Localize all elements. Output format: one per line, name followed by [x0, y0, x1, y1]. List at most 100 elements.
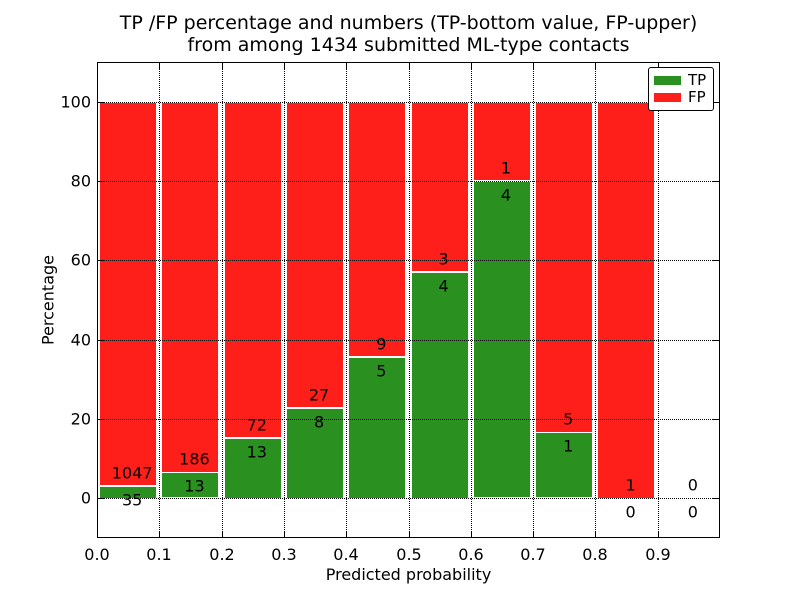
x-tick-top: [533, 63, 534, 69]
x-tick-label: 0.3: [271, 545, 297, 564]
y-tick-right: [713, 181, 719, 182]
fp-bar-segment: [286, 102, 344, 408]
y-tick: [98, 498, 104, 499]
tp-count-label: 8: [313, 412, 325, 432]
x-tick-top: [222, 63, 223, 69]
fp-count-label: 1: [500, 158, 512, 178]
chart-title: TP /FP percentage and numbers (TP-bottom…: [97, 12, 720, 56]
y-tick: [98, 102, 104, 103]
fp-bar-segment: [597, 102, 655, 499]
y-gridline: [98, 498, 719, 499]
tp-bar-segment: [411, 272, 469, 499]
y-tick-label: 100: [60, 92, 91, 112]
fp-count-label: 3: [438, 249, 449, 269]
y-tick-right: [713, 419, 719, 420]
tp-bar-segment: [161, 472, 219, 498]
x-tick: [533, 531, 534, 537]
y-tick: [98, 181, 104, 182]
fp-count-label: 27: [308, 385, 330, 405]
y-tick-label: 60: [70, 250, 91, 270]
fp-bar-segment: [224, 102, 282, 438]
legend-swatch-tp: [654, 75, 681, 85]
fp-count-label: 0: [687, 475, 698, 495]
tp-count-label: 0: [687, 502, 698, 522]
y-tick: [98, 260, 104, 261]
x-tick-label: 0.1: [146, 545, 172, 564]
chart-title-line2: from among 1434 submitted ML-type contac…: [187, 34, 630, 56]
legend-item-fp: FP: [654, 90, 708, 105]
x-tick: [159, 531, 160, 537]
legend-label-tp: TP: [688, 70, 707, 89]
legend-item-tp: TP: [654, 70, 708, 89]
x-tick-top: [159, 63, 160, 69]
y-gridline: [98, 260, 719, 261]
x-gridline: [222, 62, 223, 538]
y-axis-label: Percentage: [38, 254, 58, 346]
x-tick-label: 0.9: [645, 545, 671, 564]
tp-count-label: 13: [184, 476, 205, 496]
x-gridline: [409, 62, 410, 538]
fp-bar-segment: [348, 102, 406, 357]
x-gridline: [471, 62, 472, 538]
y-gridline: [98, 419, 719, 420]
x-tick: [409, 531, 410, 537]
x-axis-label: Predicted probability: [325, 565, 492, 584]
x-tick: [595, 531, 596, 537]
fp-count-label: 72: [246, 415, 267, 435]
y-tick-right: [713, 102, 719, 103]
y-tick-right: [713, 498, 719, 499]
legend-label-fp: FP: [688, 88, 706, 107]
x-tick: [658, 531, 659, 537]
tp-count-label: 1: [563, 436, 574, 456]
fp-count-label: 9: [376, 334, 387, 354]
x-gridline: [159, 62, 160, 538]
x-gridline: [533, 62, 534, 538]
fp-bar-segment: [473, 102, 531, 181]
x-gridline: [284, 62, 285, 538]
y-tick: [98, 419, 104, 420]
y-tick-label: 0: [80, 488, 91, 508]
legend-swatch-fp: [654, 93, 681, 103]
x-tick: [222, 531, 223, 537]
x-tick-top: [284, 63, 285, 69]
fp-count-label: 186: [179, 449, 210, 469]
x-tick-label: 0.4: [333, 545, 359, 564]
y-gridline: [98, 102, 719, 103]
fp-count-label: 1: [625, 475, 636, 495]
x-tick-label: 0.6: [458, 545, 484, 564]
x-tick-label: 0.0: [84, 545, 110, 564]
x-gridline: [595, 62, 596, 538]
x-tick-top: [346, 63, 347, 69]
tp-count-label: 0: [625, 502, 636, 522]
tp-bar-segment: [348, 357, 406, 499]
chart-title-line1: TP /FP percentage and numbers (TP-bottom…: [119, 12, 698, 34]
fp-count-label: 5: [563, 409, 574, 429]
y-tick-label: 20: [70, 409, 91, 429]
x-tick-top: [409, 63, 410, 69]
tp-count-label: 13: [246, 442, 267, 462]
x-tick: [346, 531, 347, 537]
x-tick-label: 0.2: [209, 545, 235, 564]
x-tick-top: [471, 63, 472, 69]
tp-bar-segment: [286, 408, 344, 499]
fp-bar-segment: [99, 102, 157, 486]
tp-count-label: 35: [121, 490, 143, 509]
fp-bar-segment: [411, 102, 469, 272]
x-tick-label: 0.5: [396, 545, 422, 564]
y-tick-right: [713, 260, 719, 261]
fp-count-label: 1047: [111, 463, 153, 482]
tp-count-label: 5: [376, 361, 387, 381]
x-tick: [97, 531, 98, 537]
legend: TP FP: [648, 67, 714, 111]
x-tick: [284, 531, 285, 537]
y-tick: [98, 340, 104, 341]
x-gridline: [346, 62, 347, 538]
x-tick-top: [97, 63, 98, 69]
x-tick-top: [658, 63, 659, 69]
fp-bar-segment: [161, 102, 219, 473]
x-tick: [471, 531, 472, 537]
x-tick-top: [595, 63, 596, 69]
y-tick-label: 80: [70, 171, 91, 191]
x-tick-label: 0.8: [582, 545, 608, 564]
